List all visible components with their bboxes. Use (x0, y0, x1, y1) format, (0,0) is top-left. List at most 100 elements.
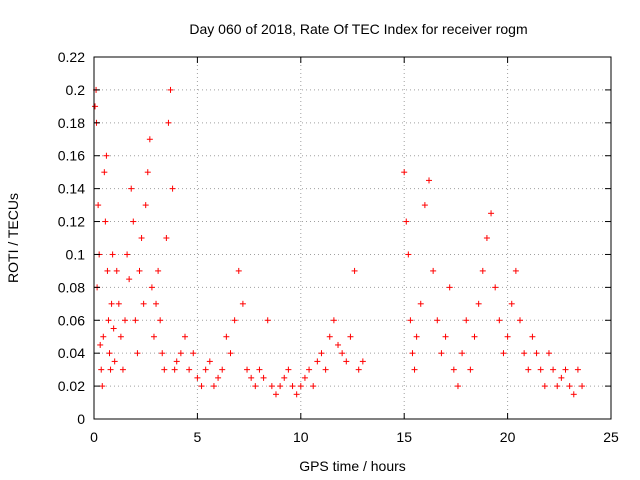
y-tick-label: 0.18 (58, 115, 85, 131)
data-point (285, 366, 292, 373)
x-tick-label: 0 (90, 429, 98, 445)
data-point (163, 235, 170, 241)
data-point (579, 383, 586, 390)
data-point (202, 366, 209, 373)
data-point (101, 169, 108, 176)
data-point (215, 374, 222, 381)
data-point (99, 383, 106, 390)
data-point (335, 341, 342, 348)
data-point (446, 284, 453, 291)
data-point (161, 366, 168, 373)
x-tick-label: 25 (603, 429, 619, 445)
data-point (293, 391, 300, 398)
data-point (235, 267, 242, 274)
x-tick-label: 15 (396, 429, 412, 445)
y-tick-label: 0.2 (66, 82, 86, 98)
data-point (244, 366, 251, 373)
data-point (347, 333, 354, 340)
data-point (301, 374, 308, 381)
ticks-layer: 0 5 10 15 20 25 0 0.02 0.04 0.06 0.08 0.1 0.12 0.14 0.… (58, 49, 619, 445)
grid-layer (94, 57, 611, 419)
y-tick-label: 0.1 (66, 246, 86, 262)
data-point (289, 383, 296, 390)
data-point (268, 383, 275, 390)
data-point (517, 317, 524, 324)
data-point (508, 300, 515, 307)
y-axis-title: ROTI / TECUs (5, 193, 21, 283)
data-point (136, 267, 143, 274)
data-point (492, 284, 499, 291)
y-tick-label: 0.06 (58, 312, 85, 328)
data-point (407, 317, 414, 324)
data-point (306, 366, 313, 373)
data-point (157, 317, 164, 324)
data-point (438, 350, 445, 357)
data-point (115, 300, 122, 307)
data-point (223, 333, 230, 340)
data-point (177, 350, 184, 357)
data-point (134, 350, 141, 357)
data-point (190, 350, 197, 357)
data-point (167, 86, 174, 93)
data-point (144, 169, 151, 176)
data-point (159, 350, 166, 357)
data-point (102, 218, 109, 225)
data-point (150, 333, 157, 340)
data-point (314, 358, 321, 365)
y-tick-label: 0.16 (58, 148, 85, 164)
data-point (343, 358, 350, 365)
data-point (100, 333, 107, 340)
chart-title: Day 060 of 2018, Rate Of TEC Index for r… (189, 21, 527, 37)
y-tick-label: 0.14 (58, 181, 85, 197)
y-tick-label: 0.08 (58, 279, 85, 295)
data-point (281, 374, 288, 381)
data-point (426, 177, 433, 184)
data-point (155, 267, 162, 274)
data-point (525, 366, 532, 373)
y-tick-label: 0.12 (58, 214, 85, 230)
data-point (467, 366, 474, 373)
y-tick-label: 0.02 (58, 378, 85, 394)
data-point (128, 185, 135, 192)
data-point (434, 317, 441, 324)
data-point (330, 317, 337, 324)
data-point (417, 300, 424, 307)
data-point (97, 341, 104, 348)
data-point (138, 235, 145, 241)
y-tick-label: 0 (77, 411, 85, 427)
data-point (130, 218, 137, 225)
data-point (272, 391, 279, 398)
data-point (142, 202, 149, 209)
data-point (109, 251, 116, 258)
data-point (483, 235, 490, 241)
data-point (504, 333, 511, 340)
data-point (210, 383, 217, 390)
data-point (264, 317, 271, 324)
data-point (496, 317, 503, 324)
data-point (421, 202, 428, 209)
data-point (533, 350, 540, 357)
data-point (248, 374, 255, 381)
data-point (562, 366, 569, 373)
data-point (401, 169, 408, 176)
data-point (206, 358, 213, 365)
data-point (459, 350, 466, 357)
data-point (405, 251, 412, 258)
data-point (339, 350, 346, 357)
data-point (194, 374, 201, 381)
data-point (574, 366, 581, 373)
data-point (359, 358, 366, 365)
data-point (566, 383, 573, 390)
data-point (227, 350, 234, 357)
x-tick-label: 10 (293, 429, 309, 445)
data-point (98, 366, 105, 373)
data-point (355, 366, 362, 373)
data-point (310, 383, 317, 390)
data-point (326, 333, 333, 340)
data-point (297, 383, 304, 390)
data-point (198, 383, 205, 390)
data-point (541, 383, 548, 390)
